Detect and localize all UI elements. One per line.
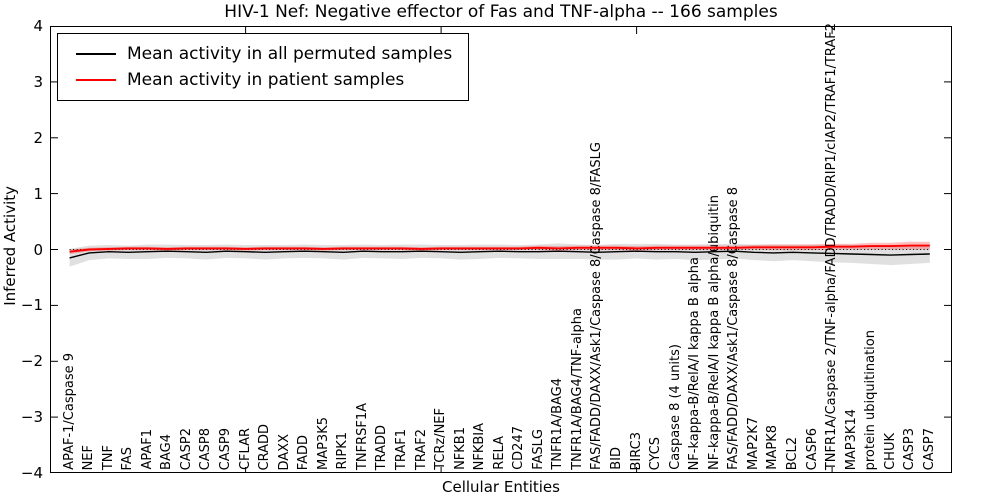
y-tick-label: 0 — [33, 240, 43, 259]
plot-border — [50, 26, 952, 473]
legend-label-permuted: Mean activity in all permuted samples — [127, 44, 453, 64]
legend-item-permuted: Mean activity in all permuted samples — [76, 41, 452, 67]
y-tick-label: −1 — [20, 296, 43, 315]
plot-area — [50, 26, 952, 473]
legend-label-patient: Mean activity in patient samples — [127, 70, 405, 90]
chart-title: HIV-1 Nef: Negative effector of Fas and … — [224, 2, 778, 22]
legend-line-patient — [76, 79, 116, 81]
patient-mean-line — [69, 244, 930, 253]
legend-item-patient: Mean activity in patient samples — [76, 67, 452, 93]
y-tick-label: −3 — [20, 408, 43, 427]
y-tick-label: 2 — [33, 128, 43, 147]
y-tick-label: 4 — [33, 17, 43, 35]
y-tick-label: −4 — [20, 464, 43, 482]
permuted-mean-line — [69, 250, 930, 259]
legend: Mean activity in all permuted samples Me… — [57, 33, 470, 101]
y-tick-label: 1 — [33, 184, 43, 203]
y-tick-label: −2 — [20, 352, 43, 371]
x-axis-label: Cellular Entities — [442, 478, 560, 496]
chart-canvas — [50, 26, 952, 473]
y-tick-label: 3 — [33, 72, 43, 91]
legend-line-permuted — [76, 53, 116, 55]
